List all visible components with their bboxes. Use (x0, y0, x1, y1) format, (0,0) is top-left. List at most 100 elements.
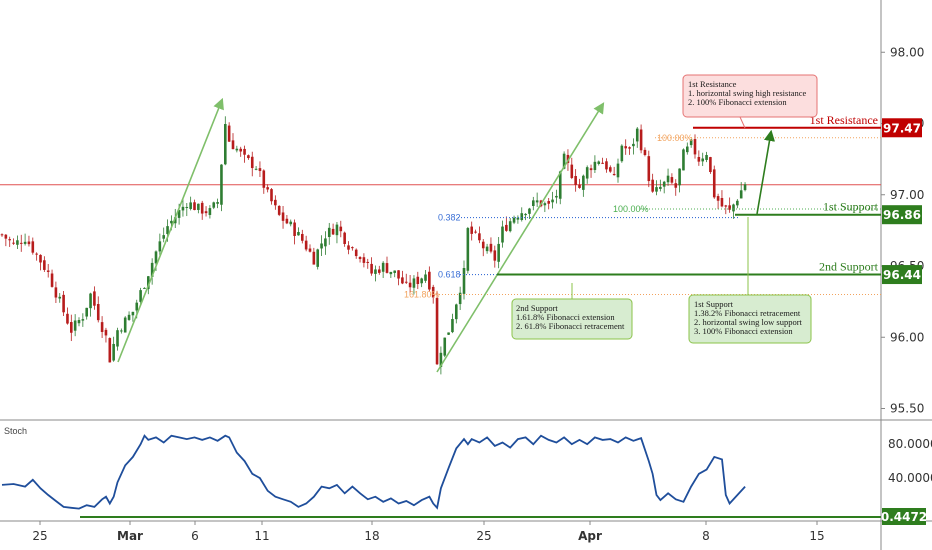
candle-body (116, 330, 119, 347)
candle-body (366, 261, 370, 263)
candle-body (601, 162, 604, 164)
candle-body (582, 175, 585, 190)
candle-body (724, 205, 728, 207)
candle-body (709, 157, 712, 173)
candle-body (524, 213, 527, 216)
stoch-title: Stoch (4, 426, 27, 436)
fib-label-s2-1618: 161.80% (404, 290, 440, 300)
candle-body (19, 242, 23, 244)
support-2-note-line-1: 2nd Support (516, 303, 558, 313)
candle-body (62, 294, 65, 313)
candle-body (258, 168, 262, 171)
candle-body (162, 235, 165, 239)
candle-body (277, 205, 281, 215)
candle-body (46, 270, 50, 272)
candle-body (147, 276, 150, 290)
candle-body (301, 233, 304, 241)
candle-body (304, 240, 308, 250)
candle-body (58, 296, 62, 299)
candle-body (705, 155, 708, 160)
candle-body (385, 263, 389, 273)
candle-body (439, 352, 443, 368)
candle-body (447, 332, 450, 335)
candle-body (628, 147, 631, 149)
candle-body (416, 276, 420, 285)
candle-body (609, 167, 612, 172)
candle-body (35, 253, 38, 255)
price-tick-label: 97.00 (890, 188, 924, 202)
time-tick-label: Apr (578, 529, 602, 543)
candle-body (374, 269, 377, 274)
candle-body (193, 202, 196, 211)
candle-body (624, 146, 627, 149)
candle-body (632, 143, 635, 147)
candle-body (689, 139, 693, 146)
support-1-note-line-1: 1st Support (694, 299, 734, 309)
time-tick-label: 6 (191, 529, 199, 543)
candle-body (77, 320, 81, 324)
candle-body (8, 239, 11, 241)
candle-body (605, 161, 608, 170)
candle-body (470, 226, 473, 234)
candle-body (739, 190, 743, 199)
candle-body (354, 249, 358, 257)
candle-body (23, 241, 27, 244)
resistance-note-line-3: 2. 100% Fibonacci extension (688, 97, 787, 107)
candle-body (458, 292, 462, 305)
candle-body (16, 240, 19, 245)
candle-body (593, 161, 597, 171)
candle-body (424, 274, 427, 281)
candle-body (620, 145, 624, 162)
candle-body (96, 304, 100, 321)
time-tick-label: Mar (117, 529, 143, 543)
support-2-price-text: 96.44 (883, 268, 921, 282)
candle-body (212, 202, 216, 208)
candle-body (254, 168, 258, 170)
price-tick-label: 95.50 (890, 402, 924, 416)
candle-body (497, 243, 500, 262)
candle-body (397, 270, 400, 279)
fib-label-s1-100: 100.00% (613, 204, 649, 214)
candle-body (123, 317, 127, 333)
candle-body (443, 337, 447, 356)
candle-body (512, 217, 516, 223)
candle-body (547, 201, 550, 204)
candle-body (170, 220, 173, 224)
support-1-label: 1st Support (823, 200, 879, 214)
candle-body (4, 234, 8, 239)
candle-body (185, 206, 189, 208)
support-2-note-line-3: 2. 61.8% Fibonacci retracement (516, 321, 625, 331)
candle-body (528, 208, 531, 214)
fib-label-s1-382: 0.382 (438, 213, 461, 223)
candle-body (543, 203, 547, 206)
candle-body (43, 260, 46, 270)
time-axis[interactable]: 25 Mar 6 11 18 25 Apr 8 15 (32, 521, 825, 543)
candle-body (655, 187, 658, 192)
candle-body (643, 149, 647, 155)
support-2-price-tag: 96.44 (882, 265, 922, 285)
candle-body (651, 179, 654, 192)
candle-body (204, 211, 208, 214)
candle-body (412, 278, 416, 288)
candle-body (558, 171, 562, 199)
candle-body (104, 329, 108, 336)
candle-body (227, 125, 231, 142)
candle-body (743, 184, 747, 191)
time-tick-label: 25 (476, 529, 491, 543)
support-2-note: 2nd Support 1.61.8% Fibonacci extension … (511, 283, 633, 340)
candle-body (697, 156, 701, 162)
candle-body (135, 302, 139, 311)
candle-body (428, 271, 431, 290)
candle-body (674, 183, 678, 188)
candle-body (100, 322, 104, 332)
candle-body (682, 149, 685, 171)
candle-body (408, 282, 412, 288)
candle-body (208, 208, 212, 215)
candle-body (616, 163, 620, 178)
candle-body (216, 202, 219, 204)
candle-body (93, 291, 96, 306)
